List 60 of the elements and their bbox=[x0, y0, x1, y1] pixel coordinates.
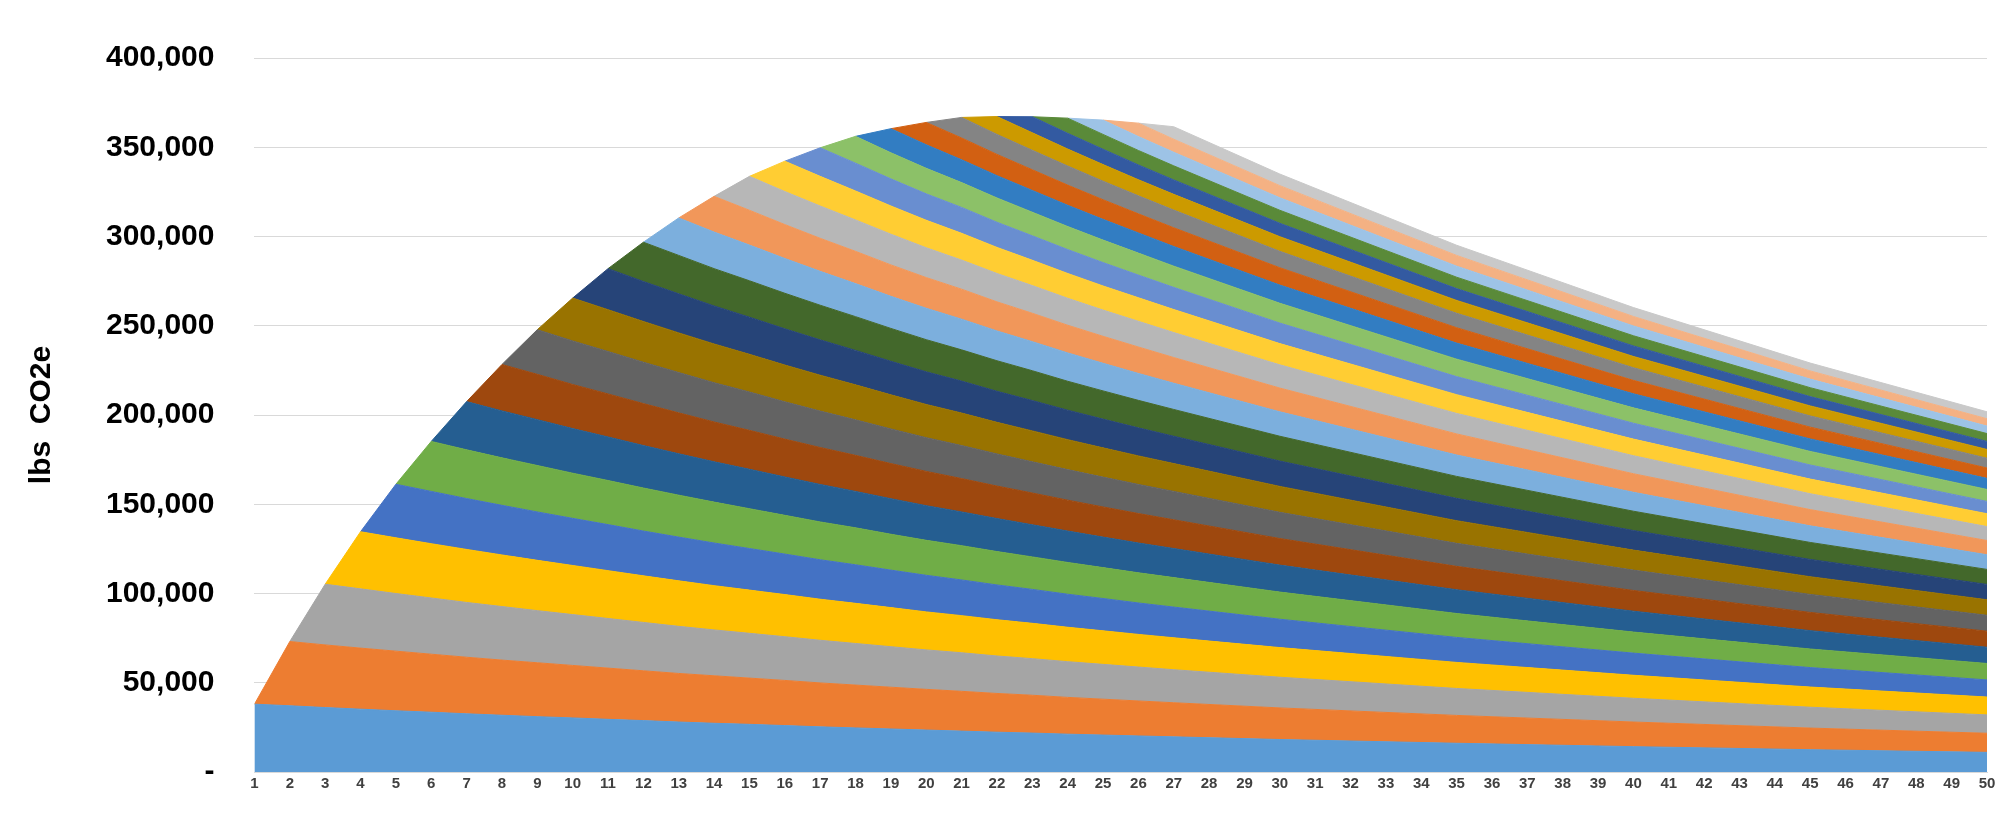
x-tick-label: 7 bbox=[462, 774, 471, 792]
x-tick-label: 37 bbox=[1519, 774, 1536, 792]
x-tick-label: 47 bbox=[1872, 774, 1890, 792]
x-tick-label: 14 bbox=[705, 774, 724, 792]
x-tick-label: 35 bbox=[1448, 774, 1465, 792]
x-tick-label: 21 bbox=[953, 774, 970, 792]
x-tick-label: 23 bbox=[1023, 774, 1041, 792]
y-axis-title: lbs CO2e bbox=[23, 345, 57, 485]
x-tick-label: 6 bbox=[427, 774, 436, 792]
x-tick-label: 36 bbox=[1483, 774, 1501, 792]
y-tick-label: 300,000 bbox=[105, 217, 215, 251]
x-tick-label: 50 bbox=[1978, 774, 1996, 792]
x-tick-label: 45 bbox=[1801, 774, 1819, 792]
x-tick-label: 17 bbox=[811, 774, 829, 792]
x-tick-label: 11 bbox=[600, 774, 616, 792]
y-tick-label: 250,000 bbox=[105, 307, 215, 341]
x-tick-label: 40 bbox=[1625, 774, 1642, 792]
x-tick-label: 38 bbox=[1554, 774, 1572, 792]
x-tick-label: 1 bbox=[250, 774, 259, 792]
x-tick-label: 27 bbox=[1165, 774, 1183, 792]
x-tick-label: 49 bbox=[1943, 774, 1960, 792]
x-tick-label: 42 bbox=[1695, 774, 1713, 792]
x-tick-label: 24 bbox=[1059, 774, 1077, 792]
y-tick-label: 350,000 bbox=[105, 128, 215, 162]
x-tick-label: 12 bbox=[635, 774, 652, 792]
x-tick-label: 46 bbox=[1837, 774, 1854, 792]
y-tick-label: - bbox=[204, 753, 215, 787]
x-tick-label: 15 bbox=[741, 774, 758, 792]
x-tick-label: 10 bbox=[564, 774, 582, 792]
x-tick-label: 28 bbox=[1200, 774, 1218, 792]
x-tick-label: 4 bbox=[356, 774, 366, 792]
x-tick-label: 8 bbox=[497, 774, 507, 792]
x-tick-label: 13 bbox=[670, 774, 688, 792]
x-tick-label: 32 bbox=[1342, 774, 1359, 792]
x-tick-label: 34 bbox=[1412, 774, 1431, 792]
x-tick-label: 33 bbox=[1377, 774, 1395, 792]
y-tick-label: 200,000 bbox=[105, 396, 215, 430]
x-tick-label: 26 bbox=[1130, 774, 1147, 792]
x-tick-label: 29 bbox=[1236, 774, 1253, 792]
x-tick-label: 30 bbox=[1271, 774, 1289, 792]
x-tick-label: 43 bbox=[1731, 774, 1748, 792]
x-tick-label: 25 bbox=[1094, 774, 1112, 792]
x-tick-label: 3 bbox=[320, 774, 330, 792]
y-tick-label: 100,000 bbox=[105, 574, 215, 608]
x-tick-label: 31 bbox=[1306, 774, 1324, 792]
x-tick-label: 44 bbox=[1766, 774, 1784, 792]
y-tick-label: 50,000 bbox=[122, 664, 215, 698]
x-tick-label: 5 bbox=[391, 774, 401, 792]
x-tick-label: 20 bbox=[917, 774, 935, 792]
x-tick-label: 2 bbox=[285, 774, 294, 792]
x-tick-label: 41 bbox=[1660, 774, 1678, 792]
x-tick-label: 18 bbox=[847, 774, 864, 792]
x-tick-label: 39 bbox=[1589, 774, 1607, 792]
x-tick-label: 9 bbox=[533, 774, 542, 792]
x-tick-label: 48 bbox=[1907, 774, 1925, 792]
x-tick-label: 22 bbox=[988, 774, 1006, 792]
x-tick-label: 19 bbox=[882, 774, 900, 792]
x-tick-label: 16 bbox=[776, 774, 794, 792]
y-tick-label: 400,000 bbox=[105, 39, 215, 73]
y-tick-label: 150,000 bbox=[105, 485, 215, 519]
